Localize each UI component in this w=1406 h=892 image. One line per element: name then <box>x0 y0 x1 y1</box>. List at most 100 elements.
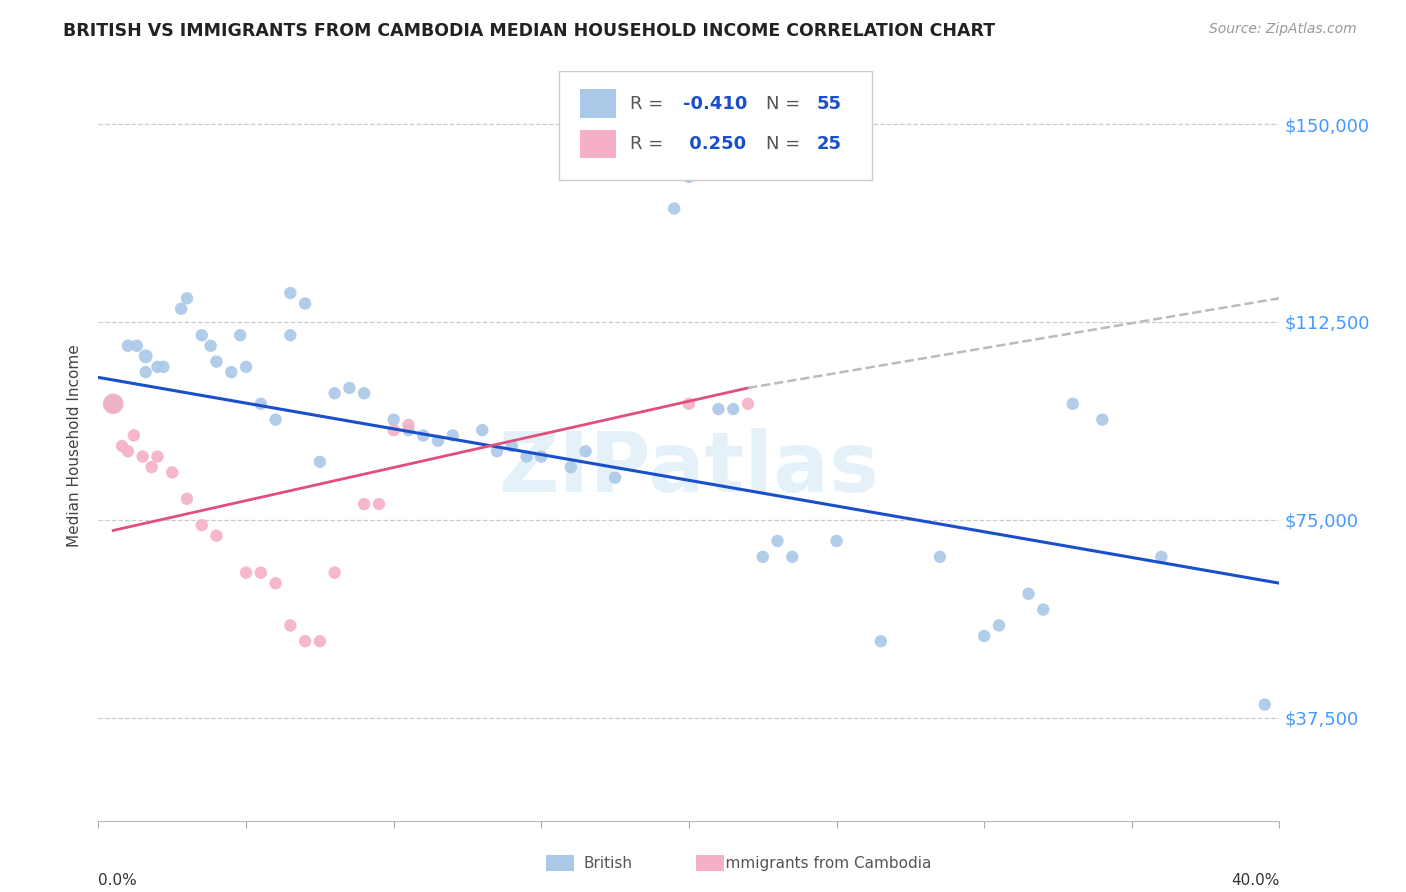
Point <box>170 301 193 316</box>
Point <box>678 397 700 411</box>
Point <box>1091 412 1114 426</box>
FancyBboxPatch shape <box>581 130 616 158</box>
Point <box>103 397 125 411</box>
Point <box>205 354 228 368</box>
Point <box>176 491 198 506</box>
Point <box>412 428 434 442</box>
Point <box>280 618 302 632</box>
Text: 25: 25 <box>817 135 842 153</box>
Point <box>575 117 598 131</box>
Text: BRITISH VS IMMIGRANTS FROM CAMBODIA MEDIAN HOUSEHOLD INCOME CORRELATION CHART: BRITISH VS IMMIGRANTS FROM CAMBODIA MEDI… <box>63 22 995 40</box>
Point <box>501 439 523 453</box>
Text: British: British <box>583 856 633 871</box>
Bar <box>546 855 574 871</box>
Point <box>117 339 139 353</box>
Point <box>664 202 686 216</box>
Point <box>678 169 700 184</box>
Point <box>280 285 302 300</box>
Point <box>132 450 155 464</box>
Point <box>250 397 273 411</box>
Point <box>323 386 346 401</box>
Point <box>575 444 598 458</box>
Point <box>441 428 464 442</box>
Text: 0.0%: 0.0% <box>98 873 138 888</box>
Point <box>135 365 157 379</box>
Point <box>486 444 509 458</box>
Text: R =: R = <box>630 95 669 112</box>
Point <box>707 402 730 417</box>
Point <box>398 423 420 437</box>
Point <box>176 291 198 305</box>
Point <box>471 423 494 437</box>
Point <box>1254 698 1277 712</box>
Point <box>191 518 214 533</box>
Point <box>1018 587 1040 601</box>
Point <box>382 423 405 437</box>
Point <box>205 529 228 543</box>
Point <box>200 339 222 353</box>
Point <box>264 412 287 426</box>
Point <box>111 439 134 453</box>
Point <box>141 460 163 475</box>
Point <box>229 328 252 343</box>
Point <box>1032 602 1054 616</box>
Point <box>117 444 139 458</box>
Point <box>294 296 316 310</box>
Text: Immigrants from Cambodia: Immigrants from Cambodia <box>721 856 932 871</box>
Point <box>125 339 148 353</box>
Text: R =: R = <box>630 135 669 153</box>
Point <box>560 460 582 475</box>
Point <box>309 455 332 469</box>
Point <box>162 466 183 480</box>
Point <box>825 533 848 548</box>
Point <box>516 450 538 464</box>
Point <box>353 497 375 511</box>
FancyBboxPatch shape <box>560 71 872 180</box>
Text: N =: N = <box>766 135 806 153</box>
Text: -0.410: -0.410 <box>683 95 748 112</box>
Point <box>103 397 125 411</box>
Point <box>973 629 995 643</box>
Point <box>280 328 302 343</box>
Point <box>427 434 450 448</box>
Point <box>752 549 775 564</box>
Point <box>723 402 745 417</box>
Point <box>309 634 332 648</box>
Text: Source: ZipAtlas.com: Source: ZipAtlas.com <box>1209 22 1357 37</box>
Text: 40.0%: 40.0% <box>1232 873 1279 888</box>
Text: 0.250: 0.250 <box>683 135 747 153</box>
Point <box>323 566 346 580</box>
Point <box>191 328 214 343</box>
Point <box>929 549 952 564</box>
Point <box>294 634 316 648</box>
Point <box>353 386 375 401</box>
Point <box>530 450 553 464</box>
Point <box>398 417 420 432</box>
Point <box>122 428 145 442</box>
Point <box>1062 397 1084 411</box>
Point <box>737 397 759 411</box>
Y-axis label: Median Household Income: Median Household Income <box>67 344 83 548</box>
Point <box>870 634 893 648</box>
Text: ZIPatlas: ZIPatlas <box>499 428 879 509</box>
Point <box>766 533 789 548</box>
Point <box>146 450 169 464</box>
Point <box>235 566 257 580</box>
Point <box>382 412 405 426</box>
Point <box>1150 549 1173 564</box>
Point <box>235 359 257 374</box>
Text: N =: N = <box>766 95 806 112</box>
Point <box>782 549 804 564</box>
FancyBboxPatch shape <box>581 89 616 118</box>
Text: 55: 55 <box>817 95 842 112</box>
Point <box>250 566 273 580</box>
Point <box>988 618 1011 632</box>
Point <box>339 381 361 395</box>
Bar <box>696 855 724 871</box>
Point <box>605 470 627 484</box>
Point <box>368 497 391 511</box>
Point <box>264 576 287 591</box>
Point <box>135 349 157 363</box>
Point <box>221 365 243 379</box>
Point <box>146 359 169 374</box>
